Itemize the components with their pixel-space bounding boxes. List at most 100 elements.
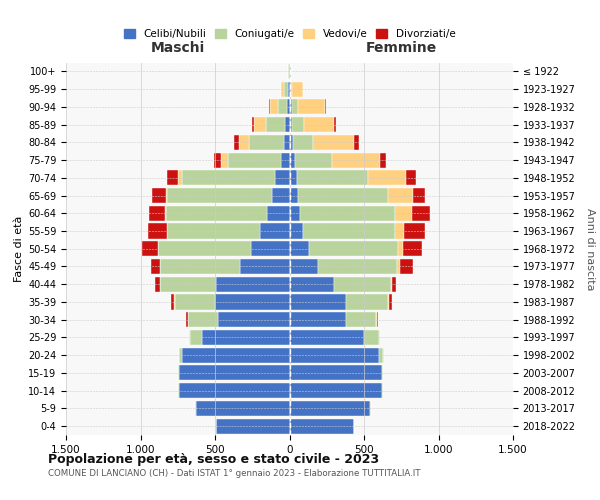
Bar xyxy=(288,64,289,79)
Bar xyxy=(290,241,309,256)
Bar xyxy=(179,383,290,398)
Bar xyxy=(267,206,290,221)
Bar xyxy=(148,224,167,238)
Bar xyxy=(249,135,284,150)
Bar xyxy=(290,224,303,238)
Bar xyxy=(284,82,288,96)
Bar xyxy=(383,348,384,362)
Bar xyxy=(270,100,278,114)
Bar xyxy=(281,82,284,96)
Bar xyxy=(370,401,371,416)
Bar xyxy=(382,383,383,398)
Bar xyxy=(297,170,368,186)
Bar xyxy=(334,276,391,292)
Bar xyxy=(175,294,215,310)
Bar xyxy=(413,188,425,203)
Bar xyxy=(166,188,167,203)
Bar xyxy=(241,259,290,274)
Bar xyxy=(292,100,298,114)
Bar xyxy=(292,82,303,96)
Bar xyxy=(179,348,182,362)
Bar xyxy=(388,188,413,203)
Bar xyxy=(178,366,179,380)
Bar xyxy=(290,117,292,132)
Bar xyxy=(334,117,335,132)
Bar xyxy=(293,135,313,150)
Bar xyxy=(290,312,346,327)
Bar xyxy=(160,276,217,292)
Bar xyxy=(290,82,291,96)
Legend: Celibi/Nubili, Coniugati/e, Vedovi/e, Divorziati/e: Celibi/Nubili, Coniugati/e, Vedovi/e, Di… xyxy=(119,25,460,43)
Bar xyxy=(142,241,158,256)
Bar xyxy=(403,241,422,256)
Bar xyxy=(190,330,202,345)
Bar xyxy=(397,259,400,274)
Bar xyxy=(214,152,221,168)
Bar xyxy=(287,100,290,114)
Bar xyxy=(290,418,353,434)
Bar xyxy=(182,170,275,186)
Bar xyxy=(304,117,334,132)
Bar xyxy=(235,135,239,150)
Bar xyxy=(178,383,179,398)
Bar xyxy=(167,188,272,203)
Bar xyxy=(392,276,396,292)
Bar xyxy=(151,259,160,274)
Bar xyxy=(376,312,377,327)
Bar xyxy=(379,348,383,362)
Bar xyxy=(272,188,290,203)
Bar xyxy=(290,152,295,168)
Bar xyxy=(269,100,270,114)
Bar xyxy=(332,152,380,168)
Bar xyxy=(290,294,346,310)
Bar xyxy=(300,206,395,221)
Text: COMUNE DI LANCIANO (CH) - Dati ISTAT 1° gennaio 2023 - Elaborazione TUTTITALIA.I: COMUNE DI LANCIANO (CH) - Dati ISTAT 1° … xyxy=(48,469,421,478)
Bar xyxy=(412,206,430,221)
Bar xyxy=(252,117,254,132)
Bar xyxy=(290,188,298,203)
Bar xyxy=(313,135,355,150)
Bar xyxy=(298,100,325,114)
Bar xyxy=(295,152,332,168)
Bar xyxy=(290,366,382,380)
Bar xyxy=(229,152,281,168)
Bar xyxy=(182,348,290,362)
Bar xyxy=(298,188,388,203)
Bar xyxy=(290,259,318,274)
Bar xyxy=(380,152,386,168)
Bar xyxy=(391,276,392,292)
Bar xyxy=(188,330,190,345)
Bar xyxy=(251,241,290,256)
Bar xyxy=(172,294,175,310)
Bar xyxy=(202,330,290,345)
Bar xyxy=(290,383,382,398)
Bar xyxy=(158,241,251,256)
Bar xyxy=(377,312,378,327)
Bar xyxy=(179,366,290,380)
Bar xyxy=(290,135,293,150)
Bar xyxy=(166,206,267,221)
Bar xyxy=(395,224,404,238)
Bar xyxy=(382,366,383,380)
Bar xyxy=(178,170,182,186)
Bar xyxy=(218,312,290,327)
Bar xyxy=(254,117,266,132)
Bar xyxy=(217,418,290,434)
Bar xyxy=(152,188,166,203)
Bar xyxy=(260,224,290,238)
Bar xyxy=(290,276,334,292)
Bar xyxy=(379,330,380,345)
Bar xyxy=(215,294,290,310)
Text: Femmine: Femmine xyxy=(365,41,437,55)
Bar xyxy=(275,170,290,186)
Bar xyxy=(291,82,292,96)
Bar xyxy=(318,259,397,274)
Bar xyxy=(290,64,291,79)
Bar xyxy=(284,135,290,150)
Text: Maschi: Maschi xyxy=(151,41,205,55)
Text: Popolazione per età, sesso e stato civile - 2023: Popolazione per età, sesso e stato civil… xyxy=(48,452,379,466)
Bar xyxy=(355,135,359,150)
Bar xyxy=(187,312,188,327)
Bar xyxy=(290,401,370,416)
Bar xyxy=(289,64,290,79)
